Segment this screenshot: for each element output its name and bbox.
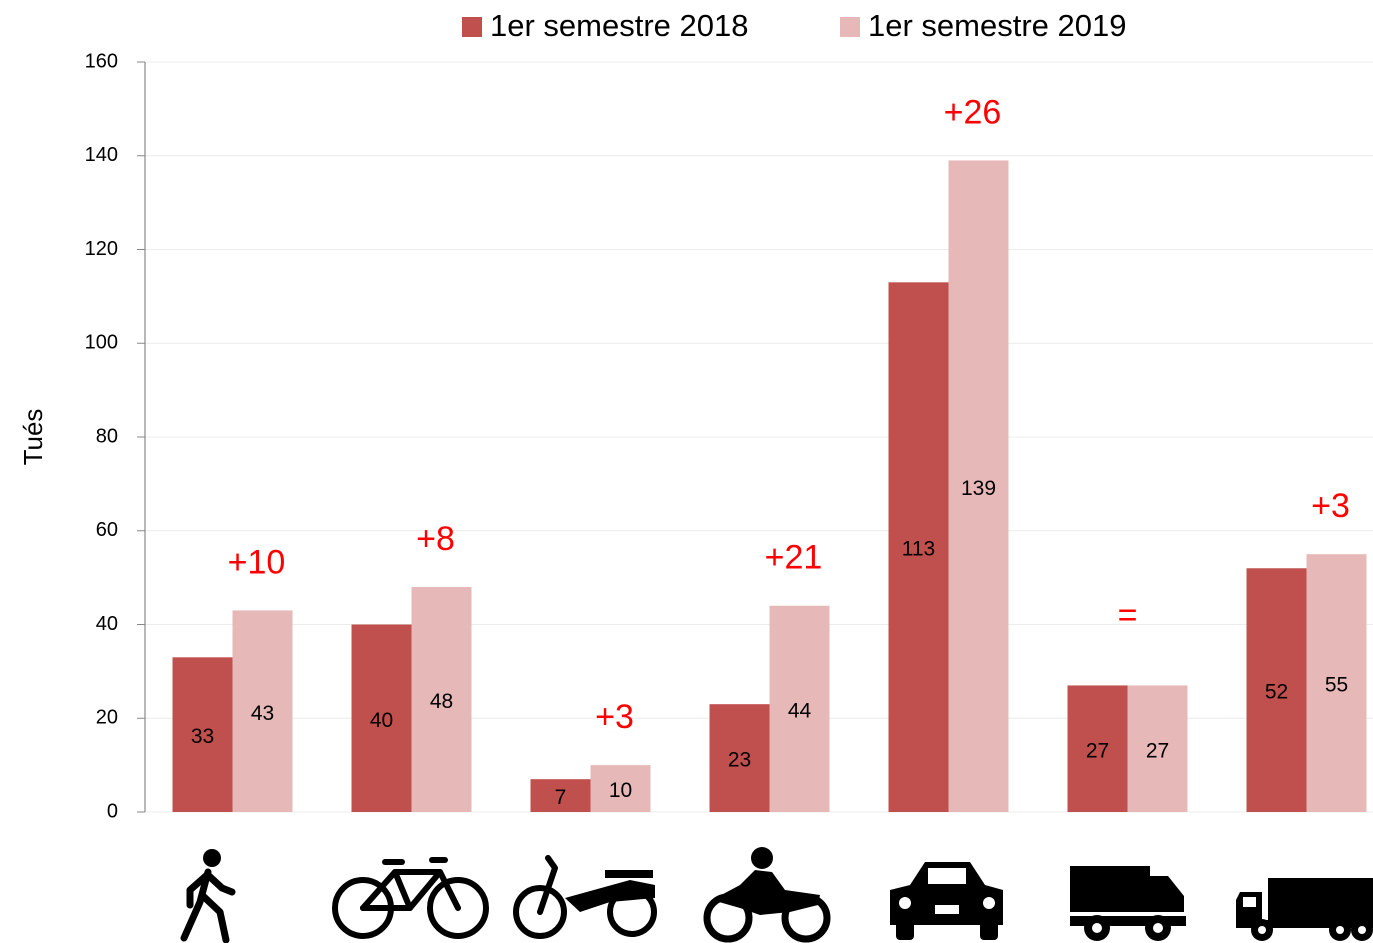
data-label: 55 [1325,674,1348,697]
annotation: +26 [944,93,1002,131]
legend-label: 1er semestre 2018 [490,8,748,43]
icon [180,849,236,943]
bar [948,160,1009,812]
legend-label: 1er semestre 2019 [868,8,1126,43]
legend-swatch [840,17,860,37]
annotation: +8 [416,520,455,558]
y-tick-label: 100 [85,332,118,354]
bar [530,779,591,812]
icon [1236,878,1373,941]
bar [709,704,770,812]
bar [172,657,233,812]
icon [332,857,489,939]
bar [1246,568,1307,812]
data-label: 113 [902,538,935,561]
y-tick-label: 0 [107,800,118,822]
bar [411,587,472,812]
annotation: +21 [765,539,823,577]
icon [513,855,657,939]
annotation: +10 [228,543,286,581]
y-tick-label: 140 [85,144,118,166]
bar [351,624,412,812]
data-label: 52 [1265,681,1288,704]
bar [888,282,949,812]
legend-swatch [462,17,482,37]
data-label: 48 [430,690,453,713]
data-label: 23 [728,749,751,772]
data-label: 139 [961,477,996,500]
y-tick-label: 160 [85,50,118,72]
bar [1306,554,1367,812]
icons [180,847,1373,943]
bar [232,610,293,812]
icon [703,847,831,943]
data-label: 40 [370,709,393,732]
data-label: 27 [1086,739,1109,762]
data-label: 10 [609,779,632,802]
annotation: +3 [595,698,634,736]
icon [1068,866,1186,941]
data-label: 44 [788,699,812,722]
data-label: 33 [191,725,214,748]
y-tick-label: 20 [96,707,118,729]
y-tick-label: 60 [96,519,118,541]
bar [590,765,651,812]
y-axis-label: Tués [18,409,48,466]
y-tick-label: 120 [85,238,118,260]
bar [769,605,830,812]
data-label: 43 [251,702,274,725]
data-label: 7 [555,786,567,809]
annotation: +3 [1311,487,1350,525]
icon [890,862,1003,940]
y-tick-label: 40 [96,613,118,635]
bar [1127,685,1188,812]
annotation: = [1118,596,1138,634]
bar [1067,685,1128,812]
y-tick-label: 80 [96,425,118,447]
data-label: 27 [1146,739,1169,762]
